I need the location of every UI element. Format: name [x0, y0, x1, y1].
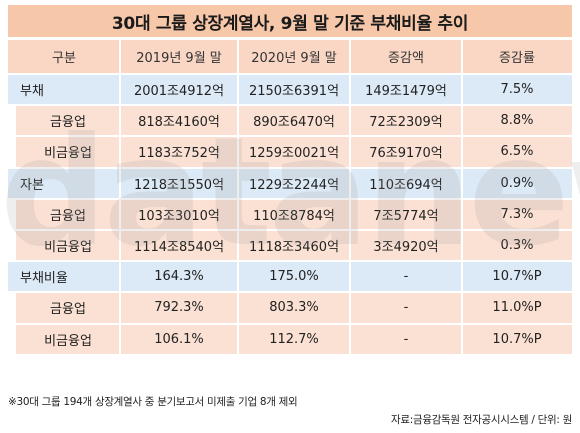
table-title: 30대 그룹 상장계열사, 9월 말 기준 부채비율 추이: [8, 5, 572, 37]
cell-2019: 1183조752억: [138, 146, 220, 162]
table-row: 금융업 818조4160억 890조6470억 72조2309억 8.8%: [8, 106, 572, 138]
cell-2019: 1218조1550억: [133, 177, 225, 193]
table-row: 금융업 103조3010억 110조8784억 7조5774억 7.3%: [8, 199, 572, 232]
table-body: 부채 2001조4912억 2150조6391억 149조1479억 7.5% 금융업 81…: [8, 75, 572, 356]
footnote: ※30대 그룹 194개 상장계열사 중 분기보고서 미제출 기업 8개 제외: [8, 396, 298, 408]
debt-ratio-table: 구분 2019년 9월 말 2020년 9월 말 증감액 증감률 부채 2001조…: [8, 40, 572, 356]
header-2020: 2020년 9월 말: [251, 51, 337, 66]
header-rate: 증감률: [499, 51, 535, 66]
table-row: 비금융업 1114조8540억 1118조3460억 3조4920억 0.3%: [8, 230, 572, 263]
table-row: 비금융업 1183조752억 1259조0021억 76조9170억 6.5%: [8, 137, 572, 169]
cell-change: 3조4920억: [373, 240, 439, 256]
row-label: 비금융업: [44, 240, 92, 256]
cell-rate: 6.5%: [500, 144, 534, 160]
header-2019: 2019년 9월 말: [136, 51, 222, 66]
cell-2019: 1114조8540억: [133, 240, 225, 256]
cell-rate: 10.7%P: [492, 331, 542, 347]
row-label: 금융업: [50, 208, 86, 224]
row-label: 부채: [20, 84, 44, 100]
cell-2019: 818조4160억: [138, 115, 220, 131]
row-label: 비금융업: [44, 333, 92, 349]
cell-rate: 10.7%P: [492, 269, 542, 285]
row-label: 비금융업: [44, 146, 92, 162]
cell-change: 72조2309억: [369, 115, 443, 131]
cell-change: 7조5774억: [373, 208, 439, 224]
cell-rate: 7.3%: [500, 206, 534, 222]
cell-change: 110조694억: [369, 177, 443, 193]
row-label: 금융업: [50, 115, 86, 131]
cell-2020: 803.3%: [269, 300, 319, 316]
row-label: 금융업: [50, 302, 86, 318]
cell-2019: 106.1%: [154, 331, 204, 347]
table-row: 자본 1218조1550억 1229조2244억 110조694억 0.9%: [8, 168, 572, 200]
cell-rate: 7.5%: [500, 82, 534, 98]
cell-2020: 175.0%: [269, 269, 319, 285]
cell-2019: 103조3010억: [138, 208, 220, 224]
cell-2019: 792.3%: [154, 300, 204, 316]
table-row: 부채비율 164.3% 175.0% - 10.7%P: [8, 262, 572, 294]
table-header-row: 구분 2019년 9월 말 2020년 9월 말 증감액 증감률: [8, 40, 572, 75]
table-row: 비금융업 106.1% 112.7% - 10.7%P: [8, 324, 572, 356]
cell-2020: 1118조3460억: [248, 240, 340, 256]
cell-change: -: [403, 269, 409, 285]
cell-2020: 112.7%: [269, 331, 319, 347]
cell-2020: 1229조2244억: [248, 177, 340, 193]
cell-change: 76조9170억: [369, 146, 443, 162]
cell-change: 149조1479억: [365, 84, 447, 100]
cell-2019: 2001조4912억: [133, 84, 225, 100]
cell-rate: 0.3%: [500, 238, 534, 254]
header-category: 구분: [52, 51, 76, 66]
table-row: 부채 2001조4912억 2150조6391억 149조1479억 7.5%: [8, 75, 572, 107]
table-row: 금융업 792.3% 803.3% - 11.0%P: [8, 293, 572, 325]
cell-2020: 890조6470억: [253, 115, 335, 131]
cell-2020: 110조8784억: [253, 208, 335, 224]
cell-2020: 2150조6391억: [248, 84, 340, 100]
row-label: 부채비율: [20, 271, 68, 287]
cell-rate: 0.9%: [500, 175, 534, 191]
header-change: 증감액: [388, 51, 424, 66]
cell-change: -: [403, 331, 409, 347]
cell-2020: 1259조0021억: [248, 146, 340, 162]
cell-change: -: [403, 300, 409, 316]
cell-rate: 11.0%P: [492, 300, 542, 316]
source-note: 자료:금융감독원 전자공시시스템 / 단위: 원: [391, 414, 572, 426]
row-label: 자본: [20, 177, 44, 193]
cell-rate: 8.8%: [500, 113, 534, 129]
cell-2019: 164.3%: [154, 269, 204, 285]
